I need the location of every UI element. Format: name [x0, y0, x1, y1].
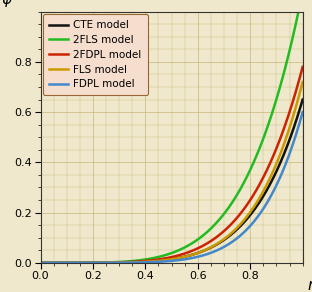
Line: CTE model: CTE model [41, 100, 303, 263]
FLS model [106, 261, 110, 265]
2FDPL model [39, 261, 42, 265]
FDPL model [193, 256, 197, 259]
Line: FDPL model: FDPL model [41, 112, 303, 263]
FLS model [236, 225, 240, 229]
2FDPL model [236, 215, 240, 218]
CTE model [39, 261, 42, 265]
Line: 2FLS model: 2FLS model [41, 0, 303, 263]
CTE model [236, 227, 240, 230]
Text: φ: φ [2, 0, 12, 7]
FDPL model [106, 261, 110, 265]
2FDPL model [301, 65, 305, 69]
Text: r: r [308, 278, 312, 292]
2FLS model [85, 261, 89, 265]
Line: 2FDPL model: 2FDPL model [41, 67, 303, 263]
2FDPL model [214, 236, 217, 239]
FLS model [214, 243, 217, 246]
CTE model [193, 252, 197, 256]
2FLS model [39, 261, 42, 265]
CTE model [85, 261, 89, 265]
2FDPL model [85, 261, 89, 265]
FDPL model [214, 249, 217, 253]
2FLS model [106, 261, 110, 264]
FDPL model [301, 110, 305, 114]
CTE model [157, 259, 161, 263]
2FLS model [193, 240, 197, 243]
CTE model [106, 261, 110, 265]
FLS model [301, 80, 305, 84]
Line: FLS model: FLS model [41, 82, 303, 263]
FLS model [85, 261, 89, 265]
FLS model [39, 261, 42, 265]
2FLS model [236, 192, 240, 195]
Legend: CTE model, 2FLS model, 2FDPL model, FLS model, FDPL model: CTE model, 2FLS model, 2FDPL model, FLS … [43, 14, 148, 95]
2FDPL model [193, 248, 197, 251]
FDPL model [157, 260, 161, 264]
2FLS model [214, 222, 217, 225]
FDPL model [39, 261, 42, 265]
2FLS model [157, 255, 161, 258]
FDPL model [236, 236, 240, 239]
2FDPL model [106, 261, 110, 264]
FDPL model [85, 261, 89, 265]
CTE model [214, 243, 217, 247]
FLS model [157, 259, 161, 263]
CTE model [301, 98, 305, 101]
FLS model [193, 252, 197, 256]
2FDPL model [157, 258, 161, 261]
